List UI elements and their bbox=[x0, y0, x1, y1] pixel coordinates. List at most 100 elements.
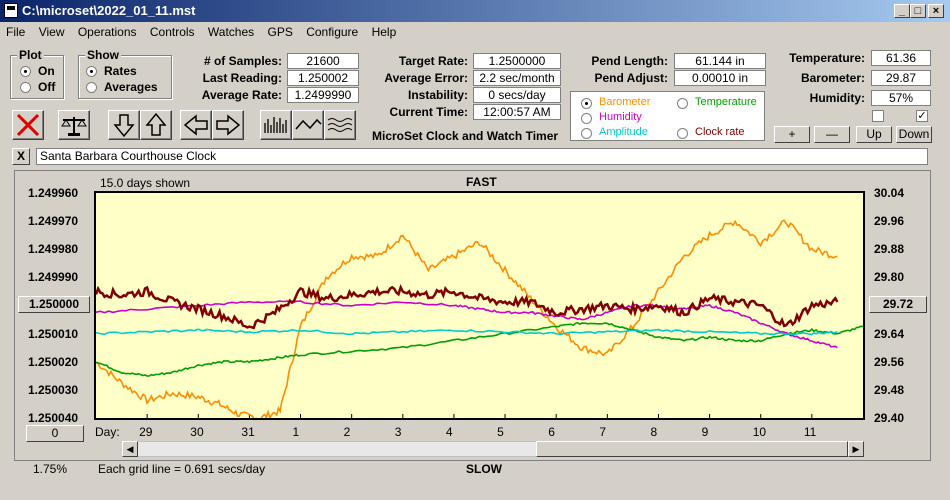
arrow-right-icon bbox=[216, 114, 241, 136]
menu-file[interactable]: File bbox=[6, 25, 26, 39]
right-tick-label: 29.56 bbox=[874, 354, 905, 369]
average-error-label: Average Error: bbox=[384, 71, 468, 85]
x-tick-label: 8 bbox=[650, 425, 658, 439]
last-reading-value: 1.250002 bbox=[287, 70, 359, 86]
bottom-left-button[interactable]: 0 bbox=[26, 425, 84, 442]
left-marker-button[interactable]: 1.250000 bbox=[18, 296, 90, 313]
menu-watches[interactable]: Watches bbox=[207, 25, 255, 39]
current-time-value: 12:00:57 AM bbox=[473, 104, 561, 120]
plot-area bbox=[94, 191, 865, 420]
sensor-amplitude-radio[interactable] bbox=[581, 128, 592, 139]
x-tick-label: 10 bbox=[752, 425, 767, 439]
menu-gps[interactable]: GPS bbox=[267, 25, 293, 39]
slow-label: SLOW bbox=[466, 462, 502, 476]
right-tick-label: 29.88 bbox=[874, 242, 905, 257]
plot-group: Plot bbox=[10, 48, 64, 99]
pend-adjust-label: Pend Adjust: bbox=[594, 71, 668, 85]
minus-button[interactable]: — bbox=[814, 126, 850, 143]
x-tick-label: 3 bbox=[394, 425, 402, 439]
left-tick-label: 1.250010 bbox=[28, 326, 79, 341]
series-line-temperature bbox=[96, 321, 863, 377]
humidity-value: 57% bbox=[871, 90, 931, 106]
maximize-button[interactable]: □ bbox=[910, 4, 926, 18]
right-tick-label: 29.40 bbox=[874, 411, 905, 425]
arrow-down-icon bbox=[113, 114, 135, 138]
checkbox-left[interactable] bbox=[872, 110, 884, 122]
series-line-amplitude bbox=[96, 328, 838, 336]
left-tick-label: 1.249980 bbox=[28, 242, 79, 257]
average-rate-value: 1.2499990 bbox=[287, 87, 359, 103]
menu-configure[interactable]: Configure bbox=[306, 25, 359, 39]
sensor-temperature-radio[interactable] bbox=[677, 98, 688, 109]
plot-on-label: On bbox=[38, 64, 55, 78]
scroll-right-button[interactable] bbox=[212, 110, 244, 140]
down-button[interactable]: Down bbox=[896, 126, 932, 143]
plot-svg bbox=[96, 219, 863, 418]
plot-group-title: Plot bbox=[17, 48, 44, 62]
menu-help[interactable]: Help bbox=[371, 25, 397, 39]
stop-button[interactable] bbox=[12, 110, 44, 140]
x-tick-label: 30 bbox=[190, 425, 204, 439]
show-rates-radio[interactable] bbox=[86, 66, 97, 77]
right-tick-label: 30.04 bbox=[874, 186, 905, 200]
wave-graph-icon bbox=[327, 118, 353, 132]
title-bar: C:\microset\2022_01_11.mst _ □ × bbox=[0, 0, 950, 22]
humidity-label: Humidity: bbox=[809, 91, 865, 105]
show-group-title: Show bbox=[85, 48, 121, 62]
x-tick-label: 1 bbox=[292, 425, 300, 439]
series-line-barometer bbox=[96, 219, 838, 418]
show-rates-label: Rates bbox=[104, 64, 137, 78]
up-button[interactable]: Up bbox=[856, 126, 892, 143]
percent-label: 1.75% bbox=[33, 462, 68, 476]
wave-graph-button[interactable] bbox=[324, 110, 356, 140]
plot-on-radio[interactable] bbox=[20, 66, 31, 77]
red-x-icon bbox=[16, 113, 40, 137]
menu-view[interactable]: View bbox=[38, 25, 65, 39]
sensor-selector: Barometer Temperature Humidity Amplitude… bbox=[570, 91, 765, 141]
left-tick-label: 1.250020 bbox=[28, 354, 79, 369]
sensor-barometer-radio[interactable] bbox=[581, 98, 592, 109]
scroll-left-arrow[interactable]: ◀ bbox=[122, 441, 138, 457]
days-shown-label: 15.0 days shown bbox=[100, 176, 191, 190]
pend-length-label: Pend Length: bbox=[591, 54, 668, 68]
plot-off-radio[interactable] bbox=[20, 82, 31, 93]
sensor-humidity-radio[interactable] bbox=[581, 113, 592, 124]
left-tick-label: 1.250040 bbox=[28, 411, 79, 425]
scroll-down-button[interactable] bbox=[108, 110, 140, 140]
left-tick-label: 1.249970 bbox=[28, 214, 79, 229]
pend-length-value: 61.144 in bbox=[674, 53, 766, 69]
grid-note: Each grid line = 0.691 secs/day bbox=[98, 462, 266, 476]
bar-graph-button[interactable] bbox=[260, 110, 292, 140]
scroll-left-button[interactable] bbox=[180, 110, 212, 140]
sensor-clockrate-radio[interactable] bbox=[677, 128, 688, 139]
average-error-value: 2.2 sec/month bbox=[473, 70, 561, 86]
pend-adjust-value: 0.00010 in bbox=[674, 70, 766, 86]
x-tick-label: 7 bbox=[599, 425, 607, 439]
x-tick-label: 5 bbox=[497, 425, 504, 439]
barometer-value: 29.87 bbox=[871, 70, 931, 86]
series-line-clock-rate bbox=[96, 283, 839, 330]
plus-button[interactable]: + bbox=[774, 126, 810, 143]
show-averages-radio[interactable] bbox=[86, 82, 97, 93]
minimize-button[interactable]: _ bbox=[894, 4, 910, 18]
menu-controls[interactable]: Controls bbox=[149, 25, 195, 39]
x-tick-label: 2 bbox=[343, 425, 351, 439]
menu-operations[interactable]: Operations bbox=[77, 25, 137, 39]
x-tick-label: 9 bbox=[701, 425, 709, 439]
scroll-right-arrow[interactable]: ▶ bbox=[848, 441, 864, 457]
right-tick-label: 29.96 bbox=[874, 214, 905, 229]
show-averages-label: Averages bbox=[104, 80, 158, 94]
right-marker-button[interactable]: 29.72 bbox=[869, 296, 927, 313]
show-group: Show bbox=[78, 48, 172, 99]
clear-name-button[interactable]: X bbox=[12, 148, 30, 165]
scrollbar-thumb[interactable] bbox=[536, 441, 848, 457]
line-graph-button[interactable] bbox=[292, 110, 324, 140]
clock-name-input[interactable]: Santa Barbara Courthouse Clock bbox=[36, 148, 928, 165]
scroll-up-button[interactable] bbox=[140, 110, 172, 140]
sensor-humidity-label: Humidity bbox=[599, 111, 642, 123]
day-axis-label: Day: bbox=[95, 425, 120, 439]
close-window-button[interactable]: × bbox=[928, 4, 944, 18]
checkbox-right[interactable]: ✓ bbox=[916, 110, 928, 122]
window-title: C:\microset\2022_01_11.mst bbox=[22, 3, 196, 18]
balance-button[interactable] bbox=[58, 110, 90, 140]
